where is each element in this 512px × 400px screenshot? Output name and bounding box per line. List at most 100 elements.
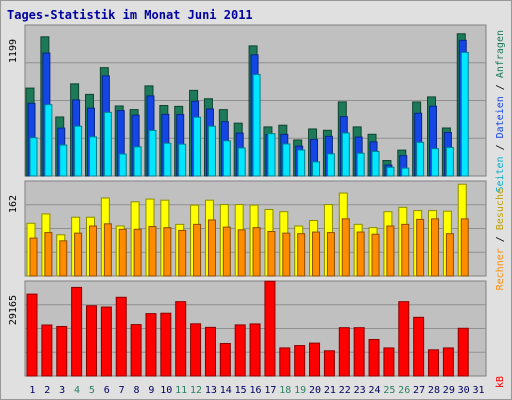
bar-seiten-day-1 [29, 137, 38, 177]
bar-kb-day-undefined [279, 347, 291, 377]
bar-kb-day-undefined [442, 347, 454, 377]
x-tick-label: 29 [443, 385, 455, 396]
bar-kb-day-undefined [219, 342, 231, 377]
bar-rechner-day-undefined [297, 233, 306, 277]
bar-kb-day-undefined [145, 313, 157, 377]
legend-hits-files-pages: Seiten / Dateien / Anfragen [495, 30, 506, 193]
bar-kb-day-undefined [383, 347, 395, 377]
legend-sep: / [495, 230, 506, 248]
x-tick-label: 24 [368, 385, 380, 396]
x-tick-label: 2 [44, 385, 50, 396]
bar-seiten-day-21 [326, 153, 335, 177]
y-max-tick-label: 29165 [8, 295, 19, 325]
x-tick-label: 23 [354, 385, 366, 396]
bar-kb-day-undefined [204, 326, 216, 377]
bar-rechner-day-undefined [267, 231, 276, 277]
bar-rechner-day-undefined [118, 228, 127, 277]
bar-seiten-day-17 [267, 133, 276, 177]
bar-kb-day-undefined [26, 293, 38, 377]
bar-kb-day-undefined [130, 324, 142, 377]
legend-sep: / [495, 138, 506, 156]
bar-rechner-day-undefined [282, 232, 291, 277]
x-tick-label: 13 [205, 385, 217, 396]
bar-rechner-day-undefined [386, 225, 395, 277]
bar-rechner-day-undefined [59, 240, 68, 277]
bar-kb-day-undefined [41, 324, 53, 377]
bar-kb-day-undefined [353, 327, 365, 377]
x-tick-label: 3 [59, 385, 65, 396]
y-max-tick-label: 162 [8, 195, 19, 213]
legend-visits-sites: Rechner / Besuche [495, 188, 506, 290]
bar-kb-day-undefined [160, 312, 172, 377]
legend-anfragen: Anfragen [495, 30, 506, 78]
bar-rechner-day-undefined [312, 231, 321, 277]
legend-kb: kB [495, 376, 506, 388]
bar-seiten-day-27 [416, 141, 425, 177]
x-tick-label: 21 [324, 385, 336, 396]
bar-seiten-day-12 [193, 116, 202, 177]
bar-kb-day-undefined [294, 345, 306, 377]
bar-seiten-day-8 [133, 146, 142, 177]
bar-rechner-day-undefined [431, 218, 440, 277]
bar-kb-day-undefined [338, 327, 350, 377]
bar-rechner-day-undefined [252, 227, 261, 277]
chart-panel-hits-files-pages: 1199 [8, 24, 487, 177]
x-tick-label: 6 [104, 385, 110, 396]
legend-sep: / [495, 78, 506, 96]
bar-kb-day-undefined [100, 306, 112, 377]
bar-seiten-day-30 [460, 51, 469, 177]
bar-seiten-day-3 [59, 144, 68, 177]
bar-seiten-day-5 [88, 136, 97, 177]
bar-seiten-day-14 [222, 140, 231, 177]
bar-seiten-day-2 [44, 104, 53, 177]
bar-rechner-day-undefined [371, 233, 380, 277]
legend-dateien: Dateien [495, 96, 506, 138]
bar-kb-day-undefined [264, 280, 276, 377]
x-tick-label: 25 [383, 385, 395, 396]
x-tick-label: 14 [220, 385, 232, 396]
bar-rechner-day-undefined [103, 223, 112, 277]
bar-kb-day-undefined [234, 324, 246, 377]
bar-kb-day-undefined [413, 316, 425, 377]
x-tick-label: 30 [458, 385, 470, 396]
bar-rechner-day-undefined [341, 218, 350, 277]
y-max-tick-label: 1199 [8, 39, 19, 63]
bar-rechner-day-undefined [88, 225, 97, 277]
x-tick-label: 11 [175, 385, 187, 396]
bar-seiten-day-7 [118, 153, 127, 177]
chart-panel-kbytes: 29165 [8, 280, 487, 377]
bar-rechner-day-undefined [178, 229, 187, 277]
x-tick-label: 10 [160, 385, 172, 396]
bar-seiten-day-11 [178, 143, 187, 177]
bar-seiten-day-15 [237, 147, 246, 177]
x-tick-label: 1 [29, 385, 35, 396]
bar-rechner-day-undefined [207, 219, 216, 277]
bar-rechner-day-undefined [416, 218, 425, 277]
bar-rechner-day-undefined [163, 227, 172, 277]
bar-seiten-day-26 [401, 167, 410, 177]
x-tick-label: 7 [119, 385, 125, 396]
bar-kb-day-undefined [85, 305, 97, 377]
x-tick-label: 9 [148, 385, 154, 396]
x-tick-label: 28 [428, 385, 440, 396]
bar-kb-day-undefined [56, 325, 68, 377]
bar-rechner-day-undefined [193, 223, 202, 277]
x-tick-label: 31 [473, 385, 485, 396]
legend-rechner: Rechner [495, 248, 506, 290]
legend-kbytes: kB [495, 376, 506, 388]
bar-rechner-day-undefined [222, 226, 231, 277]
bar-kb-day-undefined [190, 323, 202, 377]
bar-seiten-day-4 [74, 125, 83, 177]
bar-rechner-day-undefined [148, 226, 157, 277]
bar-seiten-day-18 [282, 143, 291, 177]
bar-seiten-day-29 [445, 146, 454, 177]
bar-seiten-day-24 [371, 150, 380, 177]
bar-kb-day-undefined [175, 301, 187, 377]
x-tick-label: 5 [89, 385, 95, 396]
bar-rechner-day-undefined [133, 228, 142, 277]
bar-kb-day-undefined [115, 296, 127, 377]
legend-seiten: Seiten [495, 156, 506, 192]
bar-seiten-day-22 [341, 132, 350, 177]
x-tick-label: 17 [264, 385, 276, 396]
